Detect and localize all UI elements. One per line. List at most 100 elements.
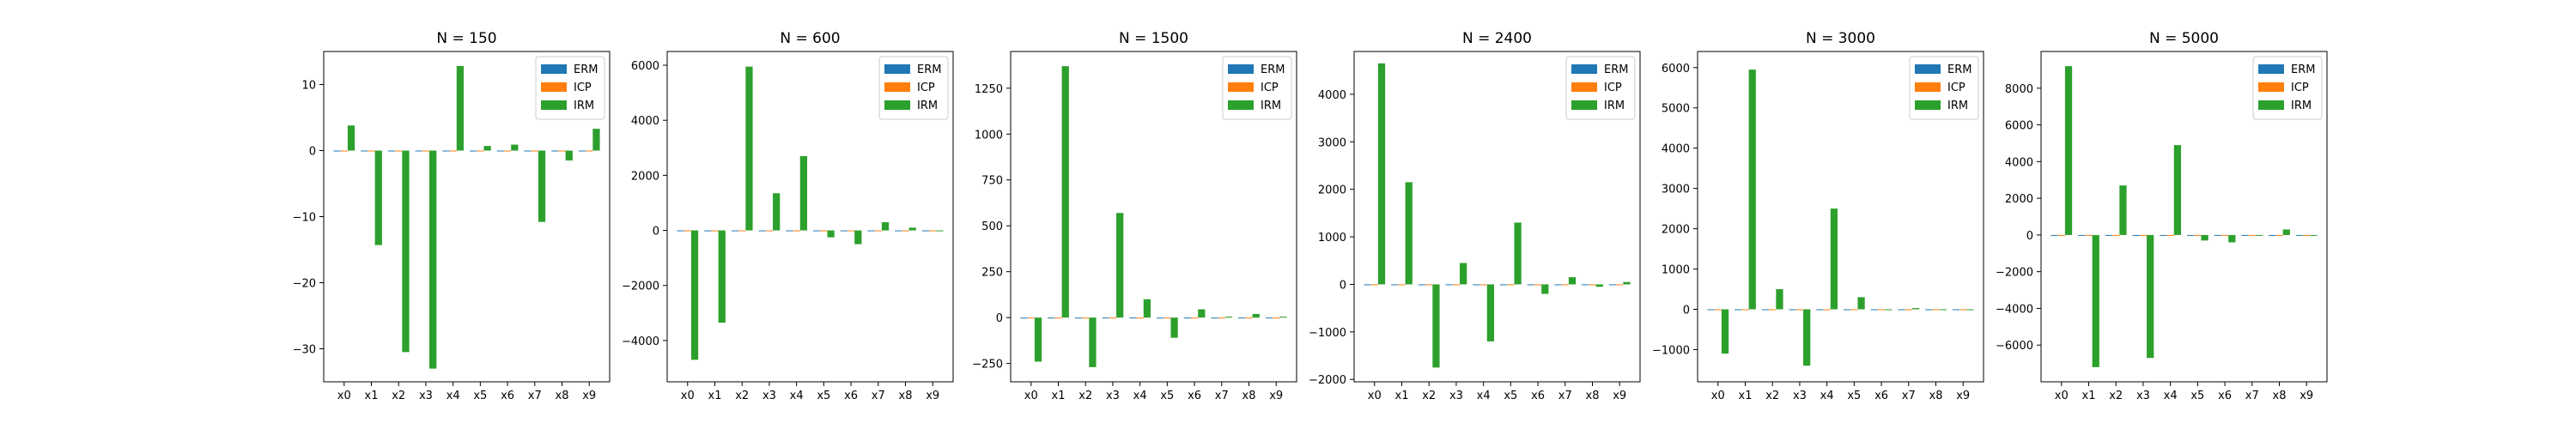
bar-erm-x5 — [1843, 309, 1851, 311]
x-tick-label: x8 — [556, 390, 569, 402]
y-tick-label: −6000 — [1996, 340, 2033, 353]
bar-irm-x1 — [1061, 66, 1069, 318]
bar-icp-x1 — [1741, 309, 1749, 311]
bar-irm-x5 — [1514, 222, 1522, 285]
bar-erm-x8 — [895, 230, 902, 232]
legend-swatch-icp — [541, 82, 567, 92]
bar-erm-x6 — [1527, 284, 1534, 286]
x-tick-label: x6 — [844, 390, 858, 402]
bar-icp-x3 — [1452, 284, 1461, 286]
x-tick-label: x9 — [1956, 390, 1970, 402]
x-tick-label: x9 — [1613, 390, 1626, 402]
bar-irm-x0 — [1034, 317, 1042, 362]
x-tick-label: x1 — [2082, 390, 2096, 402]
bar-irm-x3 — [1460, 263, 1467, 285]
bar-irm-x3 — [429, 150, 437, 369]
bar-irm-x6 — [2228, 234, 2236, 243]
bar-icp-x5 — [2194, 234, 2202, 236]
bar-erm-x6 — [496, 150, 504, 152]
legend-swatch-irm — [541, 100, 567, 110]
legend-label-irm: IRM — [917, 100, 938, 112]
bar-irm-x1 — [1405, 182, 1413, 285]
bar-erm-x1 — [361, 150, 368, 152]
y-tick-label: 2000 — [631, 170, 659, 183]
chart-title: N = 2400 — [1462, 30, 1532, 47]
bar-icp-x9 — [1616, 284, 1624, 286]
x-tick-label: x2 — [1422, 390, 1436, 402]
y-tick-label: 3000 — [1318, 136, 1346, 149]
legend-label-icp: ICP — [1604, 82, 1622, 94]
bar-irm-x6 — [1885, 309, 1893, 311]
bar-icp-x5 — [1850, 309, 1858, 311]
bar-icp-x7 — [531, 150, 538, 152]
legend-label-erm: ERM — [2291, 63, 2315, 76]
y-tick-label: 10 — [301, 80, 316, 93]
x-tick-label: x6 — [501, 390, 514, 402]
bar-icp-x0 — [1714, 309, 1722, 311]
y-tick-label: 0 — [2026, 230, 2033, 243]
bar-irm-x8 — [565, 150, 573, 161]
bar-erm-x6 — [2214, 234, 2221, 236]
bar-icp-x1 — [368, 150, 375, 152]
bar-irm-x9 — [2310, 234, 2318, 236]
legend-label-irm: IRM — [1947, 100, 1968, 112]
bar-erm-x7 — [1211, 317, 1218, 319]
bar-irm-x8 — [1252, 313, 1260, 318]
bar-irm-x9 — [1623, 281, 1631, 285]
y-tick-label: 1000 — [1662, 264, 1690, 277]
plot-frame — [666, 51, 954, 383]
bar-erm-x3 — [758, 230, 766, 232]
legend-label-irm: IRM — [1604, 100, 1625, 112]
bar-icp-x4 — [449, 150, 457, 152]
legend-swatch-erm — [541, 64, 567, 74]
bar-icp-x4 — [1479, 284, 1487, 286]
bar-irm-x0 — [690, 230, 699, 360]
bar-icp-x5 — [1163, 317, 1171, 319]
bar-erm-x0 — [1707, 309, 1715, 311]
bar-erm-x8 — [2269, 234, 2276, 236]
chart-title: N = 1500 — [1119, 30, 1188, 47]
y-tick-label: 250 — [981, 267, 1003, 280]
x-tick-label: x4 — [2164, 390, 2178, 402]
y-tick-label: 3000 — [1662, 184, 1690, 196]
legend-swatch-icp — [1228, 82, 1254, 92]
bar-icp-x4 — [793, 230, 800, 232]
bar-icp-x3 — [2139, 234, 2148, 236]
x-tick-label: x0 — [337, 390, 351, 402]
bar-erm-x3 — [1445, 284, 1453, 286]
bar-icp-x3 — [1795, 309, 1804, 311]
bar-icp-x8 — [558, 150, 566, 152]
chart-title: N = 600 — [780, 30, 840, 47]
bar-erm-x2 — [1761, 309, 1770, 311]
legend: ERM ICP IRM — [1909, 56, 1979, 120]
x-tick-label: x0 — [1024, 390, 1038, 402]
legend-swatch-erm — [1915, 64, 1941, 74]
bar-irm-x0 — [2064, 66, 2073, 235]
bar-erm-x5 — [1499, 284, 1508, 286]
plot-frame — [2040, 51, 2328, 383]
x-tick-label: x4 — [1820, 390, 1834, 402]
x-tick-label: x3 — [419, 390, 433, 402]
chart-panel-1: N = 600 −4000 −2000 0 2000 4000 6000 x0 x1 x2 x3 x4… — [622, 30, 954, 402]
bar-erm-x9 — [1608, 284, 1617, 286]
legend-label-icp: ICP — [1947, 82, 1965, 94]
bar-erm-x9 — [1265, 317, 1273, 319]
bar-icp-x3 — [1109, 317, 1117, 319]
bar-erm-x0 — [1020, 317, 1028, 319]
x-tick-label: x0 — [1711, 390, 1725, 402]
y-tick-label: 500 — [981, 221, 1003, 233]
y-tick-label: 0 — [653, 226, 659, 239]
bar-erm-x9 — [2295, 234, 2304, 236]
y-tick-label: −2000 — [622, 281, 659, 293]
legend-label-icp: ICP — [1261, 82, 1279, 94]
x-tick-label: x9 — [926, 390, 939, 402]
bar-irm-x7 — [1568, 277, 1577, 285]
y-tick-label: 1000 — [975, 129, 1003, 142]
bar-irm-x9 — [592, 129, 600, 151]
bar-irm-x1 — [718, 230, 726, 323]
y-tick-label: 0 — [1683, 304, 1690, 317]
y-tick-label: −1000 — [1652, 344, 1690, 357]
x-tick-label: x8 — [1242, 390, 1256, 402]
bar-irm-x2 — [1089, 317, 1097, 367]
x-tick-label: x8 — [1929, 390, 1943, 402]
